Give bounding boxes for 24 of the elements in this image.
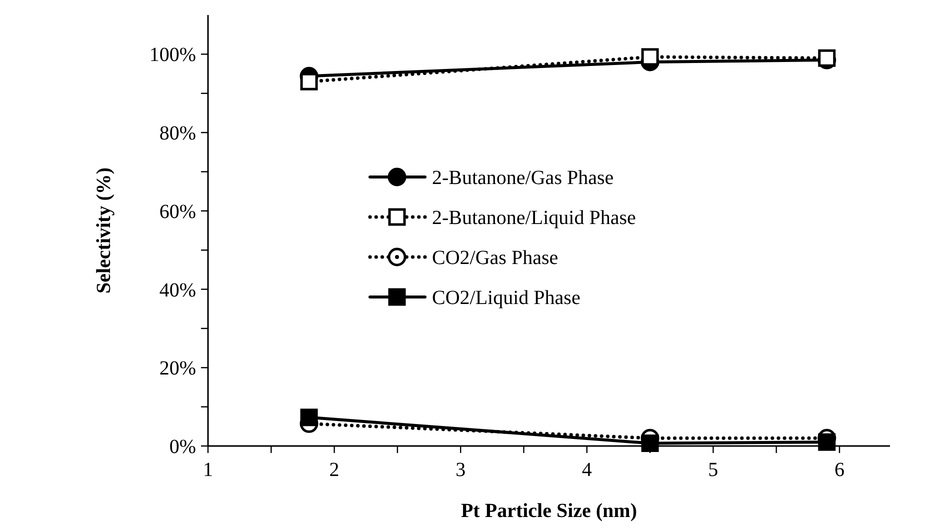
legend-label: 2-Butanone/Gas Phase bbox=[432, 167, 614, 189]
legend-label: CO2/Gas Phase bbox=[432, 247, 558, 269]
point bbox=[641, 48, 659, 66]
x-tick-label: 2 bbox=[329, 459, 340, 481]
point bbox=[300, 72, 318, 90]
y-tick-label: 0% bbox=[169, 436, 196, 458]
point bbox=[818, 433, 836, 451]
x-tick-label: 6 bbox=[834, 459, 844, 481]
x-tick-label: 5 bbox=[708, 459, 718, 481]
y-tick-label: 80% bbox=[159, 122, 196, 145]
legend-label: CO2/Liquid Phase bbox=[432, 287, 580, 309]
legend-label: 2-Butanone/Liquid Phase bbox=[432, 207, 636, 229]
point bbox=[818, 49, 836, 67]
y-tick-label: 100% bbox=[149, 44, 196, 66]
y-tick-label: 40% bbox=[159, 279, 196, 302]
point bbox=[641, 434, 659, 452]
y-tick-label: 60% bbox=[159, 200, 196, 223]
x-tick-label: 1 bbox=[203, 459, 213, 481]
x-tick-label: 3 bbox=[456, 459, 466, 481]
y-axis-title: Selectivity (%) bbox=[93, 167, 115, 294]
x-axis-title: Pt Particle Size (nm) bbox=[460, 500, 638, 522]
point bbox=[300, 408, 318, 426]
y-tick-label: 20% bbox=[159, 358, 196, 380]
x-tick-label: 4 bbox=[582, 459, 592, 481]
